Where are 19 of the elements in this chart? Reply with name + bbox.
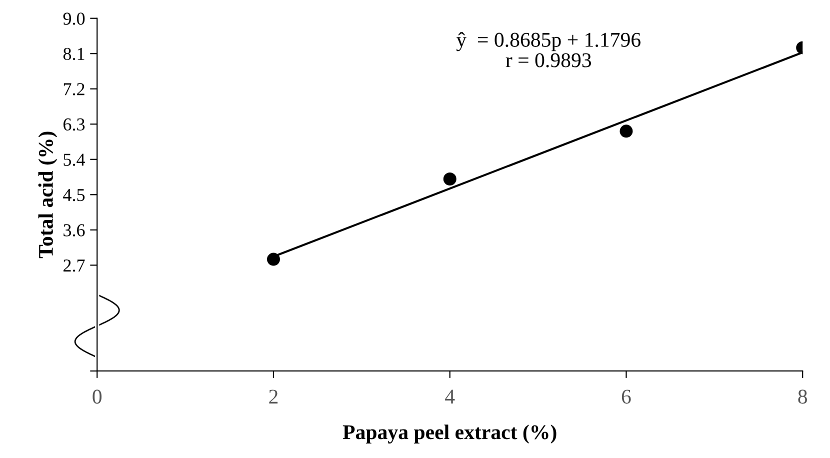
y-axis-title: Total acid (%)	[38, 132, 58, 258]
x-tick-label: 6	[622, 390, 631, 404]
y-tick-label: 3.6	[64, 224, 85, 236]
y-tick-label: 8.1	[63, 48, 84, 60]
y-tick-label: 7.2	[64, 83, 84, 96]
x-tick-label: 4	[445, 390, 455, 404]
y-tick-label: 4.5	[63, 189, 85, 202]
point	[443, 172, 456, 186]
point	[620, 124, 633, 138]
x-axis-title: Papaya peel extract (%)	[342, 424, 556, 444]
x-tick-label: 2	[269, 390, 278, 404]
x-tick-label: 8	[798, 390, 808, 404]
y-tick-label: 5.4	[64, 154, 86, 166]
y-tick-label: 6.3	[64, 118, 85, 131]
y-tick-label: 9.0	[63, 12, 85, 25]
y-tick-label: 2.7	[64, 259, 85, 272]
x-tick-label: 0	[92, 390, 102, 404]
point	[266, 252, 280, 266]
annotation: ŷ = 0.8685p + 1.1796 r = 0.9893	[456, 32, 640, 68]
